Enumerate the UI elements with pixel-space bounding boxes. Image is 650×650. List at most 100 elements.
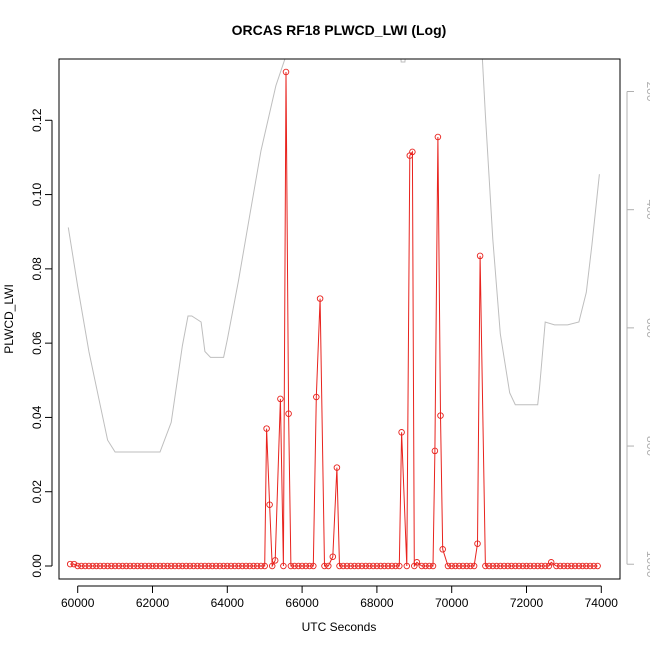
y2-tick-label: 200 <box>644 81 650 101</box>
x-axis-label: UTC Seconds <box>302 620 377 634</box>
data-point <box>575 562 583 570</box>
secondary-series-line <box>67 59 600 453</box>
data-point <box>321 562 328 570</box>
data-point <box>485 562 493 570</box>
data-point <box>171 562 179 570</box>
data-point <box>448 562 455 570</box>
data-point <box>201 562 209 570</box>
data-point <box>280 562 287 570</box>
data-point <box>377 562 384 570</box>
data-point <box>306 562 313 570</box>
data-point <box>205 562 212 570</box>
data-point <box>553 562 560 570</box>
data-point <box>515 562 523 570</box>
plot-frame <box>58 58 621 580</box>
data-point <box>564 562 571 570</box>
y-tick-label: 0.04 <box>30 405 44 429</box>
data-point <box>291 562 298 570</box>
data-point <box>313 393 320 401</box>
data-point <box>263 425 270 432</box>
data-point <box>119 562 126 570</box>
data-point <box>123 562 130 570</box>
y-tick-label: 0.08 <box>30 257 44 281</box>
data-point <box>115 562 123 570</box>
primary-series <box>66 68 601 570</box>
y2-tick-label: 800 <box>644 436 650 456</box>
data-point <box>212 562 220 570</box>
y-tick-label: 0.12 <box>30 108 44 132</box>
data-point <box>130 562 138 570</box>
data-point <box>96 562 104 570</box>
data-point <box>418 562 426 570</box>
data-point <box>266 501 273 508</box>
data-point <box>66 560 74 568</box>
data-point <box>336 562 343 570</box>
y-axis-label: PLWCD_LWI <box>2 284 16 354</box>
data-point <box>325 562 332 570</box>
data-point <box>594 562 601 570</box>
data-point <box>152 562 160 570</box>
data-point <box>89 562 96 570</box>
x-tick-label: 68000 <box>360 596 394 610</box>
data-point <box>295 562 302 570</box>
data-point <box>104 562 111 570</box>
data-point <box>339 562 347 570</box>
data-point <box>413 559 421 566</box>
data-point <box>568 562 575 570</box>
data-point <box>444 562 452 570</box>
data-point <box>403 562 411 570</box>
data-point <box>70 560 78 568</box>
data-point <box>504 562 512 570</box>
data-point <box>282 68 290 76</box>
data-point <box>261 562 268 570</box>
data-point <box>366 562 373 570</box>
data-point <box>253 562 261 570</box>
data-point <box>508 562 515 570</box>
data-point <box>560 562 568 570</box>
data-point <box>160 562 167 570</box>
data-point <box>224 562 231 570</box>
data-point <box>351 562 358 570</box>
data-point <box>429 562 437 570</box>
data-point <box>175 562 182 570</box>
data-point <box>422 562 429 570</box>
x-tick-label: 74000 <box>585 596 619 610</box>
data-point <box>145 562 153 570</box>
data-point <box>167 562 175 570</box>
data-point <box>590 562 598 570</box>
data-point <box>298 562 306 570</box>
data-point <box>108 562 115 570</box>
data-point <box>194 562 201 570</box>
data-point <box>285 410 292 417</box>
y2-tick-label: 1000 <box>644 551 650 578</box>
data-point <box>523 562 530 570</box>
data-point <box>310 562 317 570</box>
data-point <box>186 562 194 570</box>
data-point <box>100 562 108 570</box>
x-axis: 60000 62000 64000 66000 68000 70000 72000 74000 <box>61 585 619 610</box>
data-point <box>78 562 85 570</box>
x-tick-label: 60000 <box>61 596 95 610</box>
data-point <box>463 562 470 570</box>
data-point <box>126 562 134 570</box>
data-point <box>271 557 279 564</box>
data-point <box>437 412 444 419</box>
data-point <box>398 429 405 436</box>
data-point <box>455 562 463 570</box>
y-tick-label: 0.00 <box>30 554 44 578</box>
data-point <box>343 562 351 570</box>
data-point <box>347 562 354 570</box>
data-point <box>459 562 467 570</box>
data-point <box>476 252 484 260</box>
data-point <box>384 562 392 570</box>
data-point <box>333 464 341 471</box>
data-point <box>156 562 164 570</box>
data-point <box>149 562 156 570</box>
data-point <box>287 562 295 570</box>
data-point <box>526 562 534 570</box>
y-tick-label: 0.06 <box>30 331 44 355</box>
y2-tick-label: 400 <box>644 200 650 220</box>
data-point <box>431 447 439 455</box>
data-point <box>467 562 474 570</box>
